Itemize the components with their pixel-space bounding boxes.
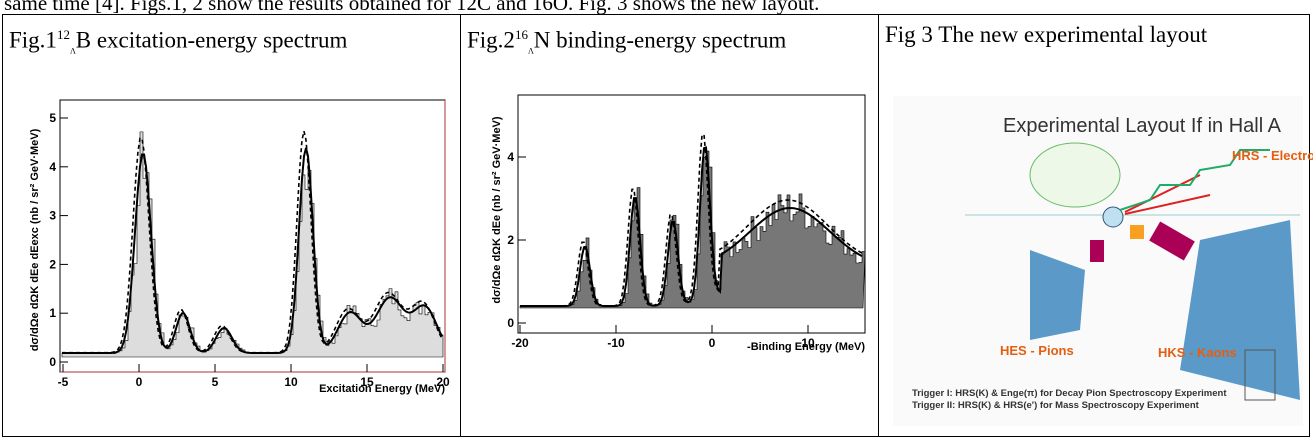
y-tick-label: 3 [49,209,56,223]
fit-curve [520,133,863,307]
y-tick-label: 0 [49,355,56,369]
label: HRS - Electron [1232,148,1313,163]
caption-text: N binding-energy spectrum [533,27,787,53]
x-axis-label: Excitation Energy (MeV) [319,383,445,395]
hes-magnet [1030,250,1085,340]
sub: Λ [527,46,534,56]
y-tick-label: 0 [507,316,514,330]
x-tick-label: 0 [709,336,716,350]
hks-magnet [1180,220,1300,400]
cell: Fig.216 ΛN binding-energy spectrum [461,15,879,436]
sup: 12 [56,27,70,42]
trigger: Trigger II: HRS(K) & HRS(e') for Mass Sp… [912,400,1200,411]
detector [1244,349,1276,401]
y-tick-label: 4 [49,160,56,174]
fig-label: Fig.1 [9,27,57,53]
x-tick-label: -10 [607,336,625,350]
y-axis-label: dσ/dΩe dΩK dEe dEexc (nb / sr² GeV·MeV) [29,128,41,351]
cell: Fig 3 The new experimental layout [879,15,1309,436]
x-tick-label: 20 [436,375,450,389]
caption: Fig.216 ΛN binding-energy spectrum [467,17,847,68]
fig-label: Fig.2 [467,27,515,53]
x-axis-label: -Binding Energy (MeV) [747,341,865,353]
y-tick-label: 2 [507,233,514,247]
trigger: Trigger I: HRS(K) & Enge(π) for Decay Pi… [912,388,1227,399]
y-tick-label: 5 [49,111,56,125]
fit-curve [520,146,863,307]
intro-text: same time [4]. Figs.1, 2 show the result… [4,0,820,15]
spectrometer-track [1119,149,1270,211]
ray [1124,174,1211,215]
x-tick-label: 10 [284,375,298,389]
fit-curve [62,131,443,354]
x-tick-label: 5 [212,375,219,389]
x-tick-label: 15 [360,375,374,389]
x-tick-label: 0 [136,375,143,389]
caption: Fig.112 ΛB excitation-energy spectrum [9,17,389,68]
figure-table: Fig.112ΛB excitation-energy spectrum Fig… [2,14,1310,437]
spectrum: -20 -10 0 10 0 2 4 -Binding Energy (MeV) dσ/dΩe … [491,116,865,353]
caption: Fig 3 The new experimental layout [885,22,1208,47]
sup: 16 [514,27,528,42]
cell: Fig.112ΛB excitation-energy spectrum [3,15,461,436]
label: HKS - Kaons [1158,345,1237,360]
y-tick-label: 4 [507,150,514,164]
fit-curve [62,147,443,354]
layout-title: Experimental Layout If in Hall A [1003,115,1282,137]
x-tick-label: -20 [511,336,529,350]
x-tick-label: 10 [801,336,815,350]
y-axis-label: dσ/dΩe dΩK dEe (nb / sr² GeV·MeV) [491,116,503,303]
x-tick-label: -5 [58,375,69,389]
target-zoom [1029,142,1121,208]
caption-text: B excitation-energy spectrum [75,27,348,53]
y-tick-label: 1 [49,306,56,320]
label: HES - Pions [1000,343,1074,358]
magnet [1149,221,1195,261]
magnet [1090,240,1104,262]
sub: Λ [69,46,76,56]
magnet [1130,225,1144,239]
y-tick-label: 2 [49,257,56,271]
target [1102,206,1124,228]
